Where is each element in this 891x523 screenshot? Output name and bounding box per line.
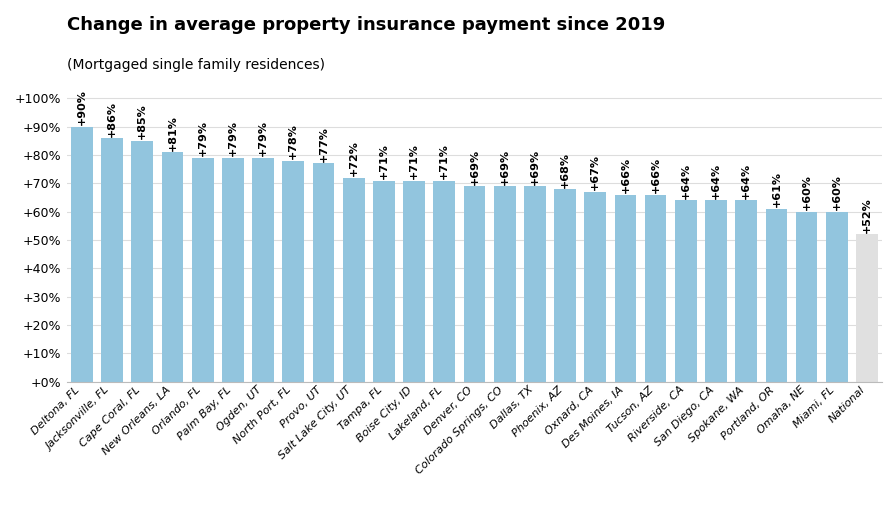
Text: +79%: +79%	[228, 120, 238, 156]
Bar	[343, 178, 364, 382]
Text: +69%: +69%	[500, 149, 510, 185]
Text: +71%: +71%	[379, 143, 388, 179]
Text: +61%: +61%	[772, 172, 781, 208]
Bar	[826, 212, 847, 382]
Bar	[222, 158, 244, 382]
Bar	[71, 127, 93, 382]
Text: +67%: +67%	[590, 154, 601, 190]
Text: +79%: +79%	[198, 120, 208, 156]
Text: +64%: +64%	[681, 163, 691, 199]
Text: +60%: +60%	[832, 174, 842, 210]
Text: +77%: +77%	[318, 126, 329, 162]
Bar	[584, 192, 606, 382]
Bar	[404, 180, 425, 382]
Bar	[494, 186, 516, 382]
Text: +78%: +78%	[289, 123, 298, 159]
Bar	[252, 158, 274, 382]
Text: +71%: +71%	[439, 143, 449, 179]
Text: +68%: +68%	[560, 152, 570, 188]
Bar	[856, 234, 878, 382]
Bar	[675, 200, 697, 382]
Text: (Mortgaged single family residences): (Mortgaged single family residences)	[67, 58, 325, 72]
Text: +79%: +79%	[258, 120, 268, 156]
Bar	[796, 212, 817, 382]
Text: +69%: +69%	[530, 149, 540, 185]
Text: +66%: +66%	[620, 157, 631, 194]
Bar	[282, 161, 304, 382]
Text: +64%: +64%	[711, 163, 721, 199]
Text: +81%: +81%	[168, 115, 177, 151]
Bar	[102, 138, 123, 382]
Text: +86%: +86%	[107, 100, 117, 137]
Bar	[765, 209, 788, 382]
Bar	[313, 164, 334, 382]
Bar	[132, 141, 153, 382]
Text: +60%: +60%	[802, 174, 812, 210]
Bar	[735, 200, 757, 382]
Bar	[192, 158, 214, 382]
Text: +71%: +71%	[409, 143, 419, 179]
Bar	[524, 186, 545, 382]
Text: +90%: +90%	[77, 89, 87, 125]
Text: +64%: +64%	[741, 163, 751, 199]
Bar	[705, 200, 727, 382]
Text: +66%: +66%	[650, 157, 660, 194]
Bar	[161, 152, 184, 382]
Text: Change in average property insurance payment since 2019: Change in average property insurance pay…	[67, 16, 665, 33]
Text: +52%: +52%	[862, 197, 872, 233]
Text: +72%: +72%	[348, 140, 359, 176]
Text: +85%: +85%	[137, 104, 147, 140]
Bar	[433, 180, 455, 382]
Text: +69%: +69%	[470, 149, 479, 185]
Bar	[373, 180, 395, 382]
Bar	[463, 186, 486, 382]
Bar	[645, 195, 666, 382]
Bar	[615, 195, 636, 382]
Bar	[554, 189, 576, 382]
